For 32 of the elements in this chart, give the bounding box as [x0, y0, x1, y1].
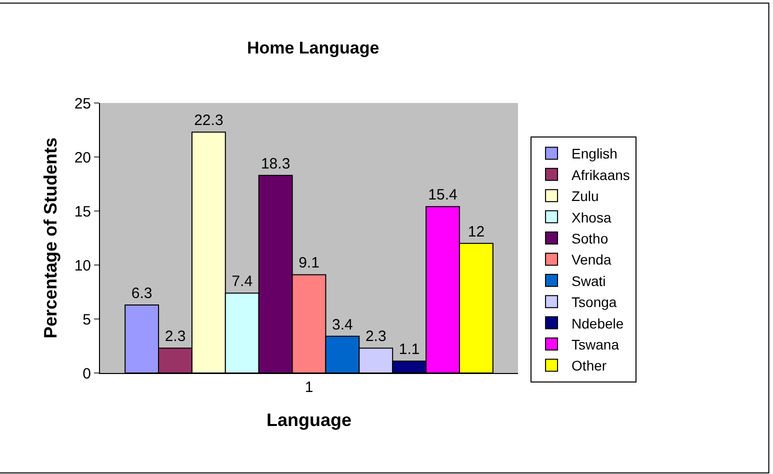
legend-label: Venda: [572, 252, 612, 268]
data-label: 3.4: [332, 316, 353, 334]
y-tick-label: 10: [74, 257, 91, 274]
x-tick-label: 1: [304, 379, 314, 396]
data-label: 2.3: [365, 328, 386, 346]
data-label: 1.1: [398, 341, 420, 358]
data-label: 22.3: [194, 112, 224, 130]
data-label: 15.4: [428, 186, 458, 204]
legend-label: Zulu: [572, 188, 599, 204]
legend-label: Swati: [572, 272, 606, 289]
data-label: 9.1: [298, 254, 320, 272]
y-tick-label: 15: [74, 203, 91, 220]
legend-label: Tswana: [572, 336, 620, 352]
legend-label: English: [572, 146, 618, 162]
y-axis-title: Percentage of Students: [40, 137, 61, 339]
legend-label: Ndebele: [572, 315, 624, 332]
legend-label: Sotho: [572, 230, 608, 246]
legend-label: Afrikaans: [572, 166, 630, 183]
y-tick-label: 25: [74, 95, 91, 112]
x-axis-title: Language: [266, 410, 352, 430]
chart-title: Home Language: [246, 38, 380, 58]
y-tick-label: 0: [82, 365, 91, 382]
data-label: 6.3: [131, 284, 152, 302]
y-tick-label: 20: [74, 149, 91, 166]
legend-label: Other: [572, 358, 607, 374]
data-label: 12: [468, 223, 485, 240]
legend-label: Tsonga: [572, 294, 617, 310]
legend-label: Xhosa: [572, 209, 612, 226]
data-label: 7.4: [232, 273, 253, 290]
y-tick-label: 5: [82, 311, 91, 328]
data-label: 2.3: [164, 328, 186, 346]
data-label: 18.3: [260, 155, 290, 172]
